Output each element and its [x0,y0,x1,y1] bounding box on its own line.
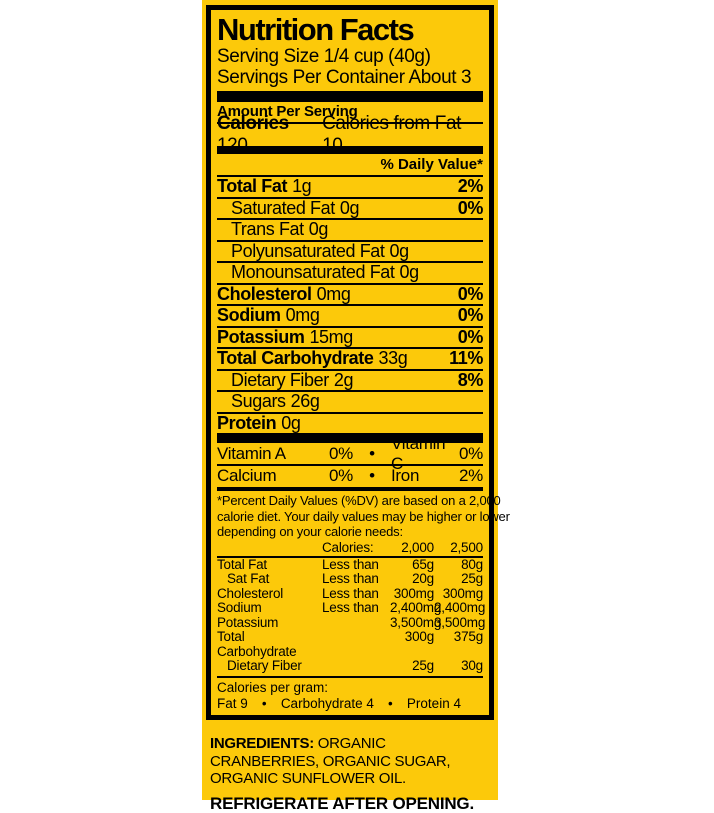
dv-table-2000-header: 2,000 [401,539,434,555]
nutrient-row-protein: Protein 0g [217,411,483,434]
dv-table-row-cholesterol: Cholesterol Less than 300mg 300mg [217,585,483,601]
nutrient-row-polyunsaturated-fat: Polyunsaturated Fat 0g [217,239,483,262]
nutrition-facts-title: Nutrition Facts [217,12,415,47]
calories-label: Calories [217,113,289,134]
calories-value: Calories 120 [217,113,289,156]
calories-per-gram-title: Calories per gram: [217,679,329,695]
thick-separator-bar [217,146,483,154]
amount-per-serving-heading: Amount Per Serving [217,103,358,120]
calories-per-gram-values: Fat 9 • Carbohydrate 4 • Protein 4 [217,696,483,715]
footnote-line: calorie diet. Your daily values may be h… [217,508,510,524]
nutrient-row-dietary-fiber: Dietary Fiber 2g 8% [217,368,483,391]
dv-table-row-dietary-fiber: Dietary Fiber 25g 30g [227,658,483,673]
dv-table-row-potassium: Potassium 3,500mg 3,500mg [217,614,486,630]
vitamin-row-calcium-iron: Calcium 0% • Iron 2% [217,464,483,485]
nutrient-row-monounsaturated-fat: Monounsaturated Fat 0g [217,261,483,283]
nutrient-row-potassium: Potassium 15mg 0% [217,325,483,347]
daily-value-footnote: *Percent Daily Values (%DV) are based on… [217,493,510,540]
ingredients-statement: INGREDIENTS: ORGANIC CRANBERRIES, ORGANI… [202,735,498,788]
thin-separator-rule [217,675,483,678]
cpg-fat: Fat 9 [217,695,248,711]
nutrient-row-trans-fat: Trans Fat 0g [217,218,483,240]
nutrient-row-saturated-fat: Saturated Fat 0g 0% [217,196,483,219]
label-panel: Nutrition Facts Serving Size 1/4 cup (40… [202,0,510,813]
dv-table-header: Calories: 2,000 2,500 [217,540,483,558]
nutrient-row-sugars: Sugars 26g [217,390,483,412]
serving-size: Serving Size 1/4 cup (40g) [217,46,431,67]
ingredients-label: INGREDIENTS: [210,735,314,752]
bullet-icon: • [388,695,393,711]
dv-table-2500-header: 2,500 [450,539,483,555]
bullet-icon: • [369,443,375,463]
dv-table-row-sodium: Sodium Less than 2,400mg 2,400mg [217,600,486,615]
bullet-icon: • [261,695,267,711]
footnote-line: *Percent Daily Values (%DV) are based on… [217,493,501,508]
daily-value-header: % Daily Value* [380,156,483,173]
thick-separator-bar [217,433,483,443]
nutrition-facts-box: Nutrition Facts Serving Size 1/4 cup (40… [206,5,510,720]
nutrient-row-sodium: Sodium 0mg 0% [217,304,483,326]
dv-table-row-total-carbohydrate: Total Carbohydrate 300g 375g [217,629,483,659]
cpg-protein: Protein 4 [406,695,461,711]
footnote-line: depending on your calorie needs: [217,524,403,539]
dv-table-row-sat-fat: Sat Fat Less than 20g 25g [227,571,483,586]
nutrient-row-total-carbohydrate: Total Carbohydrate 33g 11% [217,347,483,369]
medium-separator-bar [217,487,483,491]
calories-row: Calories 120 Calories from Fat 10 [217,113,483,156]
bullet-icon: • [369,465,375,485]
nutrient-row-cholesterol: Cholesterol 0mg 0% [217,282,483,304]
dv-table-calories-label: Calories: [322,539,374,555]
storage-instruction: REFRIGERATE AFTER OPENING. [210,793,474,813]
calories-from-fat: Calories from Fat 10 [322,113,461,156]
cpg-carbohydrate: Carbohydrate 4 [280,695,374,711]
thick-separator-bar [217,91,483,102]
vitamin-row-a-c: Vitamin A 0% • Vitamin C 0% [217,433,483,473]
dv-table-row-total-fat: Total Fat Less than 65g 80g [217,556,483,572]
ingredients-text: ORGANIC CRANBERRIES, ORGANIC SUGAR, ORGA… [210,735,451,787]
nutrient-row-total-fat: Total Fat 1g 2% [217,175,483,197]
servings-per-container: Servings Per Container About 3 [217,66,472,88]
